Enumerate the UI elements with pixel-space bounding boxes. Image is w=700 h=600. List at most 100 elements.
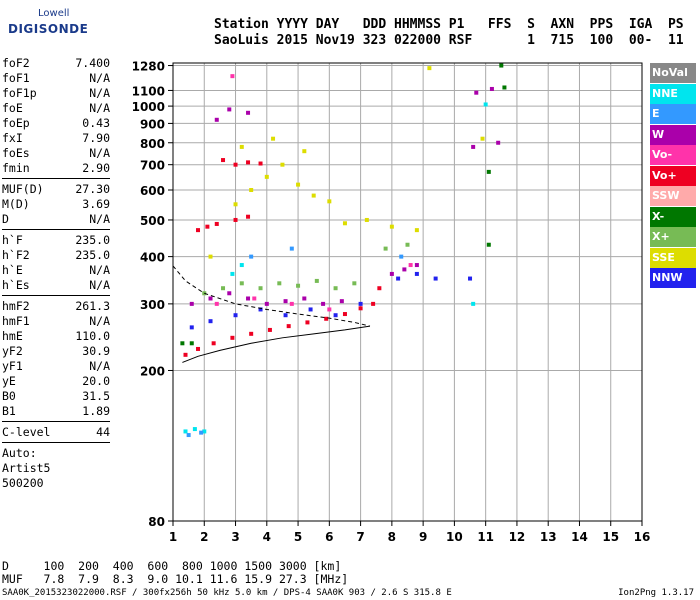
- data-point-vo-: [196, 228, 201, 233]
- data-point-sse: [414, 228, 419, 233]
- data-point-nnw: [396, 276, 401, 281]
- legend-item-e: E: [650, 104, 696, 124]
- y-tick-label: 900: [140, 117, 165, 131]
- legend-item-vo-: Vo+: [650, 165, 696, 186]
- header-line1: Station YYYY DAY DDD HHMMSS P1 FFS S AXN…: [214, 17, 684, 32]
- clevel-label: C-level: [2, 425, 51, 439]
- footer-distance-row: D 100 200 400 600 800 1000 1500 3000 [km…: [2, 559, 342, 573]
- data-point-nne: [230, 271, 235, 276]
- x-tick-label: 11: [477, 530, 494, 544]
- data-point-nne: [202, 429, 207, 434]
- param-value: N/A: [89, 101, 110, 115]
- data-point-w: [414, 263, 419, 268]
- param-row: yF2 30.9: [2, 344, 110, 359]
- y-tick-label: 500: [140, 214, 165, 228]
- data-point-x-: [405, 242, 410, 247]
- data-point-x-: [383, 246, 388, 251]
- y-tick-label: 1100: [132, 84, 165, 98]
- param-row: h`F2 235.0: [2, 248, 110, 263]
- param-row: fxI 7.90: [2, 131, 110, 146]
- x-tick-label: 14: [571, 530, 588, 544]
- x-tick-label: 15: [602, 530, 619, 544]
- y-tick-label: 400: [140, 251, 165, 265]
- leading-edge-line: [182, 325, 371, 363]
- data-point-nnw: [414, 271, 419, 276]
- data-point-vo-: [267, 327, 272, 332]
- data-point-x-: [486, 242, 491, 247]
- legend-item-sse: SSE: [650, 247, 696, 268]
- data-point-vo-: [324, 316, 329, 321]
- data-point-w: [496, 140, 501, 145]
- data-point-nnw: [189, 325, 194, 330]
- data-point-vo-: [258, 161, 263, 166]
- param-value: N/A: [89, 86, 110, 100]
- data-point-vo-: [408, 263, 413, 268]
- data-point-x-: [221, 286, 226, 291]
- data-point-vo-: [230, 74, 235, 79]
- param-row: hmF1 N/A: [2, 314, 110, 329]
- digisonde-logo: Lowell DIGISONDE: [6, 6, 88, 46]
- param-row: yE 20.0: [2, 374, 110, 389]
- param-row: foEs N/A: [2, 146, 110, 161]
- data-point-vo-: [205, 224, 210, 229]
- param-value: 7.400: [75, 56, 110, 70]
- data-point-vo-: [286, 324, 291, 329]
- param-row: fmin 2.90: [2, 161, 110, 176]
- data-point-vo-: [230, 335, 235, 340]
- y-tick-label: 600: [140, 184, 165, 198]
- param-value: N/A: [89, 71, 110, 85]
- param-label: foF1: [2, 71, 30, 85]
- data-point-vo-: [214, 221, 219, 226]
- footer-file-info: SAA0K_2015323022000.RSF / 300fx256h 50 k…: [2, 588, 452, 598]
- param-row: foEp 0.43: [2, 116, 110, 131]
- y-tick-label: 700: [140, 159, 165, 173]
- data-point-x-: [239, 281, 244, 286]
- data-point-w: [264, 301, 269, 306]
- footer-version: Ion2Png 1.3.17: [618, 588, 694, 598]
- data-point-vo-: [196, 346, 201, 351]
- data-point-nnw: [433, 276, 438, 281]
- y-tick-label: 1280: [132, 60, 165, 74]
- param-value: N/A: [89, 146, 110, 160]
- param-label: yF1: [2, 359, 23, 373]
- param-value: N/A: [89, 278, 110, 292]
- param-label: foF1p: [2, 86, 37, 100]
- data-point-sse: [302, 149, 307, 154]
- x-tick-label: 3: [231, 530, 239, 544]
- data-point-sse: [239, 144, 244, 149]
- x-tick-label: 7: [356, 530, 364, 544]
- param-label: MUF(D): [2, 182, 44, 196]
- param-row: foF1 N/A: [2, 71, 110, 86]
- data-point-sse: [427, 66, 432, 71]
- x-tick-label: 16: [634, 530, 651, 544]
- param-value: N/A: [89, 263, 110, 277]
- data-point-x-: [333, 286, 338, 291]
- data-point-vo-: [371, 301, 376, 306]
- y-tick-label: 80: [148, 515, 165, 529]
- data-point-sse: [264, 174, 269, 179]
- param-label: h`E: [2, 263, 23, 277]
- station-header: Station YYYY DAY DDD HHMMSS P1 FFS S AXN…: [214, 17, 684, 49]
- param-row: D N/A: [2, 212, 110, 227]
- param-label: hmF1: [2, 314, 30, 328]
- legend-item-vo-: Vo-: [650, 145, 696, 165]
- data-point-x-: [296, 283, 301, 288]
- param-label: hmF2: [2, 299, 30, 313]
- data-point-nnw: [283, 313, 288, 318]
- data-point-nnw: [468, 276, 473, 281]
- data-point-w: [227, 107, 232, 112]
- data-point-nnw: [258, 307, 263, 312]
- param-value: 2.90: [82, 161, 110, 175]
- auto-text: Artist5: [2, 461, 51, 475]
- data-point-nne: [239, 263, 244, 268]
- param-value: 110.0: [75, 329, 110, 343]
- x-tick-label: 10: [446, 530, 463, 544]
- param-value: 235.0: [75, 248, 110, 262]
- param-value: 3.69: [82, 197, 110, 211]
- data-point-nnw: [233, 313, 238, 318]
- data-point-x-: [499, 63, 504, 68]
- auto-text: 500200: [2, 476, 44, 490]
- param-row: yF1 N/A: [2, 359, 110, 374]
- y-tick-label: 800: [140, 137, 165, 151]
